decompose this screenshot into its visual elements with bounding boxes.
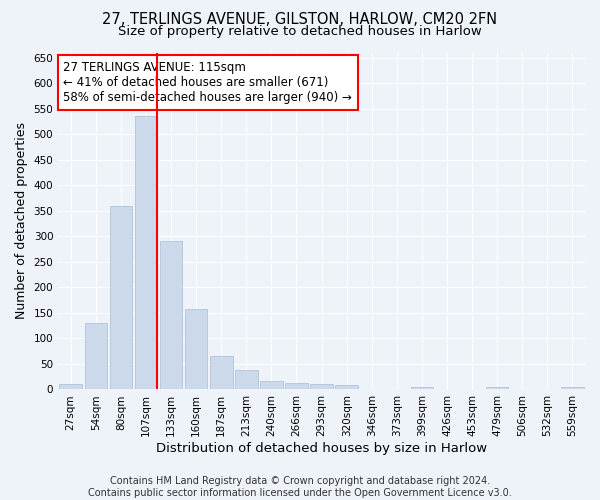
Bar	[110, 206, 132, 390]
Text: 27 TERLINGS AVENUE: 115sqm
← 41% of detached houses are smaller (671)
58% of sem: 27 TERLINGS AVENUE: 115sqm ← 41% of deta…	[64, 61, 352, 104]
Bar	[335, 386, 358, 390]
Y-axis label: Number of detached properties: Number of detached properties	[15, 122, 28, 320]
Bar	[310, 384, 333, 390]
Bar	[185, 310, 208, 390]
Text: Size of property relative to detached houses in Harlow: Size of property relative to detached ho…	[118, 25, 482, 38]
Bar	[235, 370, 257, 390]
Bar	[210, 356, 233, 390]
X-axis label: Distribution of detached houses by size in Harlow: Distribution of detached houses by size …	[156, 442, 487, 455]
Bar	[160, 242, 182, 390]
Bar	[260, 381, 283, 390]
Bar	[410, 388, 433, 390]
Bar	[561, 388, 584, 390]
Text: Contains HM Land Registry data © Crown copyright and database right 2024.
Contai: Contains HM Land Registry data © Crown c…	[88, 476, 512, 498]
Bar	[486, 388, 508, 390]
Bar	[134, 116, 157, 390]
Text: 27, TERLINGS AVENUE, GILSTON, HARLOW, CM20 2FN: 27, TERLINGS AVENUE, GILSTON, HARLOW, CM…	[103, 12, 497, 28]
Bar	[85, 323, 107, 390]
Bar	[285, 383, 308, 390]
Bar	[59, 384, 82, 390]
